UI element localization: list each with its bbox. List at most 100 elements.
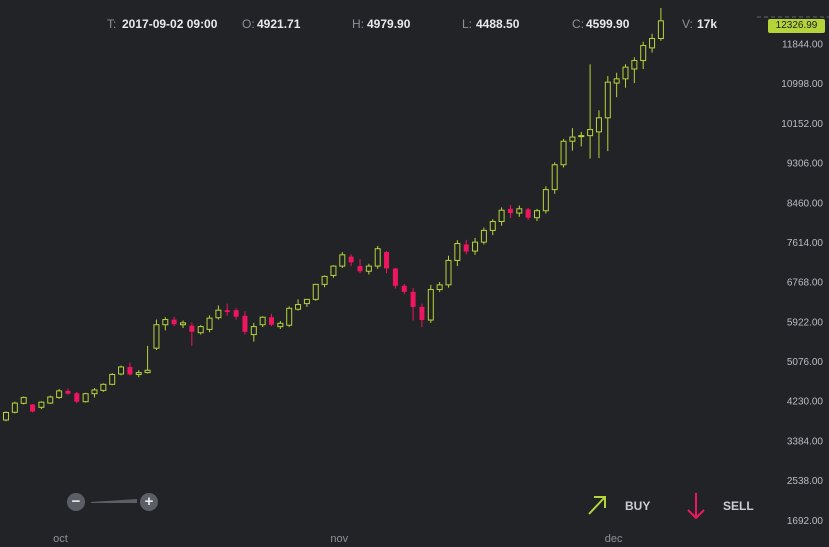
candle [38, 401, 45, 410]
candle-body [269, 317, 274, 325]
candle [47, 395, 54, 405]
candle-body [419, 306, 425, 321]
candle-body [250, 326, 257, 336]
candle-body [56, 390, 63, 398]
candle [436, 282, 443, 292]
y-tick-label: 6768.00 [787, 278, 824, 289]
y-tick-label: 11844.00 [782, 39, 823, 50]
candle [595, 110, 602, 159]
zoom-slider[interactable] [91, 499, 137, 503]
y-tick-label: 1692.00 [787, 516, 824, 527]
candle [144, 345, 151, 374]
candle-body [144, 369, 151, 374]
candle-body [153, 324, 160, 349]
candle [162, 317, 169, 331]
candle-body [189, 325, 195, 332]
candle-body [631, 60, 638, 70]
candle [551, 162, 558, 194]
candle [454, 240, 461, 267]
candle [65, 388, 71, 395]
y-tick-label: 5922.00 [787, 317, 824, 328]
candle [419, 303, 425, 328]
candle [109, 373, 116, 386]
zoom-out-button[interactable]: − [67, 493, 85, 511]
candle-body [410, 291, 416, 307]
candle [604, 76, 611, 152]
candle-body [215, 309, 222, 319]
candle-body [3, 411, 9, 421]
candle-body [65, 390, 71, 394]
v-label: V: [682, 17, 693, 31]
candle [56, 389, 63, 399]
h-value: 4979.90 [367, 17, 411, 31]
y-tick-label: 5076.00 [787, 357, 824, 368]
v-value: 17k [697, 17, 718, 31]
y-tick-label: 3384.00 [787, 436, 824, 447]
candle-body [613, 78, 620, 84]
candle-body [30, 404, 36, 412]
y-tick-label: 10152.00 [781, 119, 823, 130]
candle [384, 251, 390, 274]
candle-body [197, 326, 204, 334]
candle-body [578, 135, 585, 138]
candle-body [180, 322, 186, 326]
candle-body [507, 208, 513, 214]
candle-body [640, 45, 647, 62]
candle-body [339, 254, 346, 267]
candle [560, 138, 567, 168]
y-tick-label: 7614.00 [787, 238, 824, 249]
candle [171, 316, 177, 327]
candle [516, 205, 523, 217]
candle [215, 305, 222, 320]
candle-body [542, 189, 549, 212]
candle [135, 370, 142, 378]
y-tick-label: 8460.00 [787, 198, 824, 209]
zoom-in-button[interactable]: + [140, 493, 158, 511]
candle-body [277, 322, 284, 328]
candle-body [560, 140, 567, 166]
candle [357, 259, 363, 274]
x-tick-label: dec [605, 533, 623, 545]
candle [286, 306, 293, 328]
candle-body [604, 81, 611, 119]
candle-body [47, 396, 54, 404]
t-value: 2017-09-02 09:00 [122, 17, 218, 31]
candle [74, 391, 80, 404]
candle [153, 319, 160, 351]
candle [100, 383, 107, 392]
o-value: 4921.71 [257, 17, 301, 31]
buy-label: BUY [625, 499, 651, 513]
candle [339, 251, 346, 268]
candle [587, 64, 594, 159]
candle-body [384, 251, 390, 269]
candle [82, 392, 89, 403]
candle-body [100, 383, 107, 391]
candle-body [587, 129, 594, 137]
candle [20, 396, 27, 405]
candle-body [525, 209, 531, 218]
candle [3, 411, 9, 422]
t-label: T: [107, 17, 117, 31]
arrow-up-right-icon [588, 496, 606, 515]
candle-body [622, 66, 629, 80]
candle [330, 265, 337, 278]
candle-body [11, 402, 18, 413]
candle [640, 41, 647, 69]
candle-body [534, 210, 540, 219]
candle [463, 239, 469, 255]
sell-button[interactable]: SELL [685, 493, 765, 523]
candle [295, 299, 302, 311]
buy-button[interactable]: BUY [586, 493, 658, 523]
l-label: L: [462, 17, 473, 31]
candle-body [330, 265, 337, 276]
candle [348, 254, 354, 267]
candle-body [321, 275, 328, 285]
candle-body [259, 316, 266, 326]
candle-body [206, 317, 213, 330]
y-tick-label: 2538.00 [787, 476, 824, 487]
zoom-slider-track [91, 499, 137, 503]
candle-body [445, 259, 452, 286]
x-axis-ticks: oct nov dec [53, 533, 623, 545]
candle [480, 227, 487, 245]
